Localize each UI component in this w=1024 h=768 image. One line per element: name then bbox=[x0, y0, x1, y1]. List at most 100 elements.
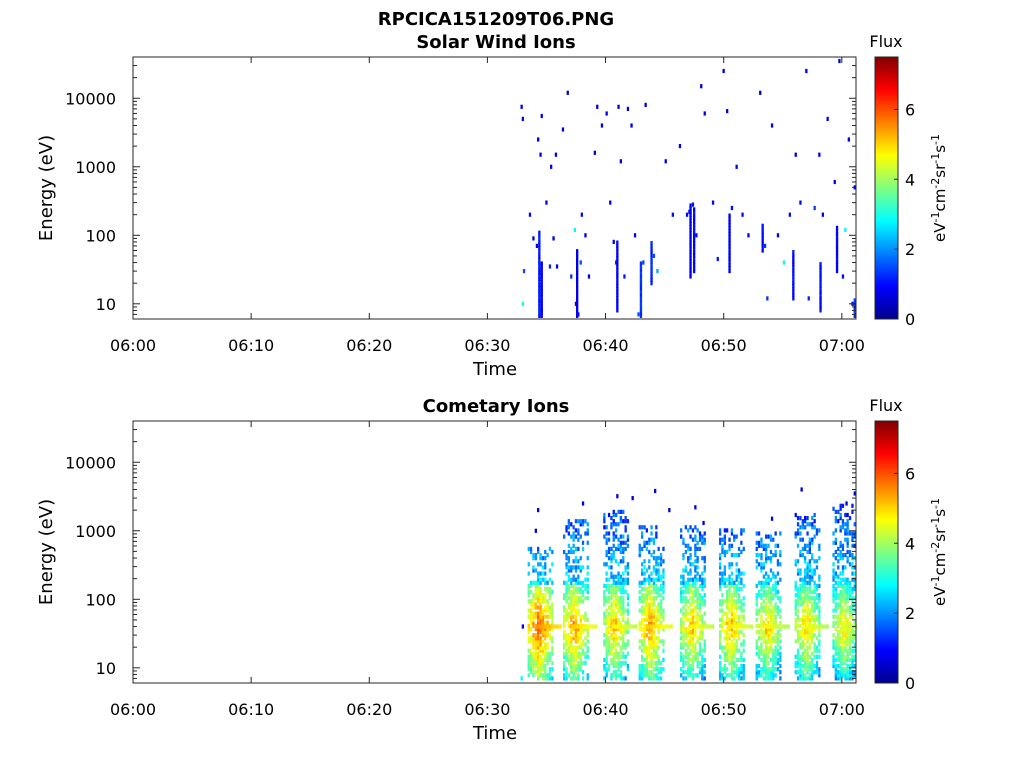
heatmap-cell bbox=[799, 200, 802, 205]
heatmap-cell bbox=[689, 553, 692, 558]
colorbar-tick-label: 0 bbox=[905, 310, 915, 329]
heatmap-cell bbox=[529, 617, 533, 622]
heatmap-cell bbox=[577, 596, 580, 601]
heatmap-cell bbox=[832, 553, 835, 558]
heatmap-cell bbox=[694, 580, 697, 585]
heatmap-cell bbox=[776, 611, 780, 616]
heatmap-cell bbox=[733, 617, 736, 622]
heatmap-cell bbox=[760, 617, 763, 622]
heatmap-cell bbox=[792, 250, 795, 255]
heatmap-cell bbox=[615, 546, 618, 551]
heatmap-cell bbox=[603, 593, 606, 598]
heatmap-cell bbox=[641, 627, 644, 632]
heatmap-cell bbox=[840, 624, 843, 629]
heatmap-cell bbox=[722, 68, 725, 74]
heatmap-cell bbox=[723, 540, 726, 545]
heatmap-cell bbox=[707, 624, 710, 629]
heatmap-cell bbox=[801, 633, 804, 638]
heatmap-cell bbox=[796, 654, 800, 659]
heatmap-cell bbox=[804, 590, 807, 595]
heatmap-cell bbox=[534, 627, 537, 632]
heatmap-cell bbox=[539, 580, 542, 585]
heatmap-cell bbox=[662, 617, 665, 622]
heatmap-cell bbox=[846, 608, 849, 613]
heatmap-cell bbox=[612, 642, 615, 647]
heatmap-cell bbox=[696, 651, 699, 656]
heatmap-cell bbox=[587, 274, 591, 279]
heatmap-cell bbox=[638, 608, 641, 613]
heatmap-cell bbox=[801, 522, 804, 527]
heatmap-cell bbox=[742, 664, 745, 669]
heatmap-cell bbox=[804, 608, 807, 613]
heatmap-cell bbox=[650, 268, 653, 273]
heatmap-cell bbox=[841, 586, 845, 592]
heatmap-cell bbox=[703, 577, 706, 582]
heatmap-cell bbox=[846, 540, 849, 545]
heatmap-cell bbox=[622, 586, 625, 592]
heatmap-cell bbox=[657, 614, 660, 619]
heatmap-cell bbox=[581, 639, 585, 644]
heatmap-cell bbox=[541, 664, 545, 669]
heatmap-cell bbox=[682, 657, 685, 662]
heatmap-cell bbox=[544, 608, 547, 613]
heatmap-cell bbox=[818, 642, 821, 647]
heatmap-cell bbox=[648, 664, 651, 669]
heatmap-cell bbox=[794, 620, 797, 625]
heatmap-cell bbox=[796, 623, 800, 629]
heatmap-cell bbox=[844, 667, 847, 672]
heatmap-cell bbox=[659, 553, 663, 558]
heatmap-cell bbox=[655, 590, 658, 595]
heatmap-cell bbox=[698, 605, 702, 610]
heatmap-cell bbox=[691, 648, 695, 653]
heatmap-cell bbox=[762, 608, 765, 613]
heatmap-cell bbox=[721, 648, 724, 653]
heatmap-cell bbox=[682, 590, 685, 595]
heatmap-cell bbox=[581, 623, 585, 629]
heatmap-cell bbox=[648, 596, 651, 601]
heatmap-cell bbox=[617, 577, 620, 582]
heatmap-cell bbox=[534, 636, 537, 641]
heatmap-cell bbox=[538, 289, 541, 294]
heatmap-cell bbox=[774, 636, 777, 641]
heatmap-cell bbox=[804, 623, 807, 629]
heatmap-cell bbox=[645, 633, 648, 638]
heatmap-cell bbox=[730, 620, 734, 625]
heatmap-cell bbox=[570, 590, 573, 595]
heatmap-cell bbox=[776, 608, 780, 613]
heatmap-cell bbox=[680, 636, 683, 641]
heatmap-cell bbox=[728, 583, 731, 588]
heatmap-cell bbox=[544, 586, 547, 592]
heatmap-cell bbox=[620, 624, 624, 629]
heatmap-cell bbox=[639, 279, 643, 285]
heatmap-cell bbox=[694, 642, 697, 647]
heatmap-cell bbox=[565, 636, 568, 641]
heatmap-cell bbox=[728, 222, 731, 227]
heatmap-cell bbox=[541, 556, 545, 561]
heatmap-cell bbox=[719, 571, 722, 576]
heatmap-cell bbox=[806, 645, 809, 650]
heatmap-cell bbox=[579, 651, 582, 656]
heatmap-cell bbox=[586, 531, 589, 536]
heatmap-cell bbox=[570, 596, 573, 601]
heatmap-cell bbox=[574, 617, 578, 622]
heatmap-cell bbox=[567, 605, 570, 610]
heatmap-cell bbox=[693, 624, 696, 629]
heatmap-cell bbox=[572, 605, 575, 610]
heatmap-cell bbox=[733, 580, 736, 585]
heatmap-cell bbox=[841, 596, 845, 601]
heatmap-cell bbox=[579, 568, 582, 573]
heatmap-cell bbox=[701, 654, 704, 659]
heatmap-cell bbox=[726, 667, 729, 672]
heatmap-cell bbox=[848, 593, 852, 598]
heatmap-cell bbox=[848, 664, 852, 669]
heatmap-cell bbox=[703, 648, 706, 653]
heatmap-cell bbox=[728, 232, 731, 237]
heatmap-cell bbox=[765, 627, 768, 632]
heatmap-cell bbox=[645, 673, 648, 678]
heatmap-cell bbox=[719, 565, 722, 570]
heatmap-cell bbox=[534, 553, 537, 558]
heatmap-cell bbox=[755, 540, 758, 545]
heatmap-cell bbox=[719, 577, 722, 582]
heatmap-cell bbox=[537, 617, 540, 622]
heatmap-cell bbox=[719, 528, 722, 533]
